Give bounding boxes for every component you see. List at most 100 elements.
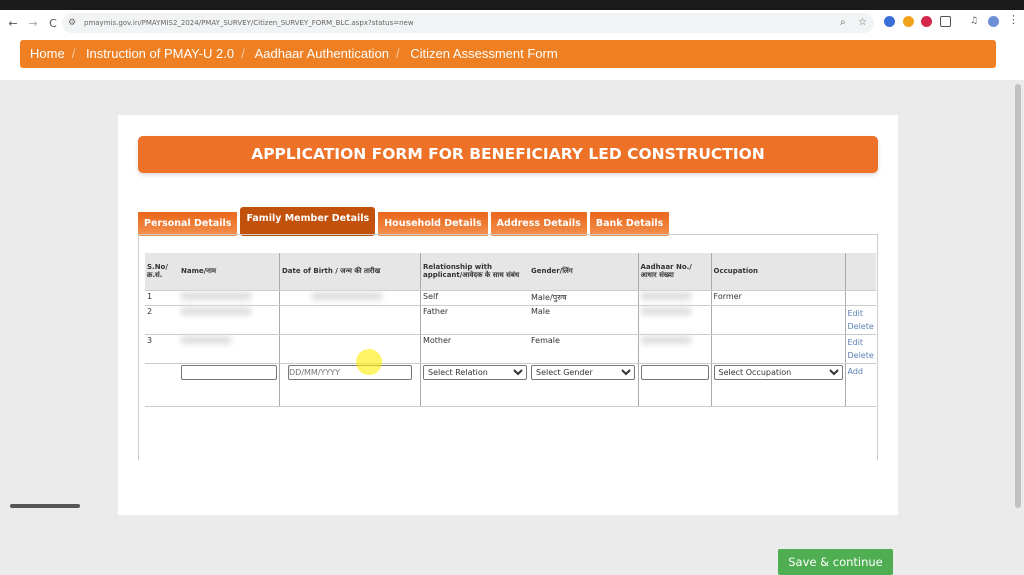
cell-dob [279, 363, 421, 407]
tab-bank-details[interactable]: Bank Details [589, 212, 670, 236]
cell-name-redacted [179, 290, 280, 306]
dob-input[interactable] [288, 364, 412, 380]
cell-relation: Father [420, 305, 529, 335]
address-bar[interactable]: ⚙ pmaymis.gov.in/PMAYMIS2_2024/PMAY_SURV… [62, 13, 874, 33]
zoom-icon[interactable]: ⌕ [840, 17, 846, 28]
page-scrollbar[interactable] [1015, 84, 1021, 508]
col-sno: S.No/ क्र.सं. [145, 253, 179, 291]
occupation-select[interactable]: Select Occupation [713, 364, 843, 380]
cell-sno: 2 [145, 305, 179, 335]
family-member-table: S.No/ क्र.सं. Name/नाम Date of Birth / ज… [145, 253, 876, 407]
redacted-value [640, 306, 691, 315]
breadcrumb-current: Citizen Assessment Form [410, 46, 558, 61]
cell-dob-redacted [279, 290, 421, 306]
family-member-panel: S.No/ क्र.सं. Name/नाम Date of Birth / ज… [138, 234, 893, 575]
cell-occupation: Select Occupation [710, 363, 845, 407]
cell-aadhaar [637, 363, 711, 407]
forward-icon[interactable]: → [28, 16, 38, 30]
cell-name-redacted [179, 334, 280, 364]
cell-relation: Mother [420, 334, 529, 364]
redacted-value [640, 291, 691, 300]
cell-aadhaar-redacted [637, 334, 711, 364]
cell-actions: Add [844, 363, 876, 407]
breadcrumb-home[interactable]: Home [30, 46, 65, 61]
tab-household-details[interactable]: Household Details [378, 212, 488, 236]
edit-link[interactable]: Edit [847, 308, 864, 318]
browser-toolbar: ← → C ⚙ pmaymis.gov.in/PMAYMIS2_2024/PMA… [0, 10, 1024, 36]
cell-dob [279, 334, 421, 364]
extension-icon[interactable] [884, 16, 895, 27]
extension-icon[interactable] [903, 16, 914, 27]
name-input[interactable] [181, 364, 277, 380]
add-link[interactable]: Add [847, 366, 864, 376]
cell-sno: 1 [145, 290, 179, 306]
table-row: 1 Self Male/पुरुष Former [145, 290, 876, 306]
cell-relation: Select Relation [420, 363, 529, 407]
bookmark-star-icon[interactable]: ☆ [858, 17, 867, 28]
breadcrumb-separator: / [71, 46, 76, 61]
form-card: APPLICATION FORM FOR BENEFICIARY LED CON… [118, 115, 898, 575]
col-dob: Date of Birth / जन्म की तारीख [279, 253, 421, 291]
redacted-value [181, 306, 251, 315]
tab-address-details[interactable]: Address Details [490, 212, 587, 236]
cell-gender: Male/पुरुष [529, 290, 638, 306]
col-aadhaar: Aadhaar No./ आधार संख्या [637, 253, 711, 291]
save-continue-button[interactable]: Save & continue [778, 549, 893, 575]
redacted-value [181, 335, 231, 344]
delete-link[interactable]: Delete [847, 321, 874, 331]
form-title: APPLICATION FORM FOR BENEFICIARY LED CON… [138, 136, 878, 173]
delete-link[interactable]: Delete [847, 350, 874, 360]
form-tabs: Personal Details Family Member Details H… [138, 207, 670, 236]
cell-name [179, 363, 280, 407]
table-header: S.No/ क्र.सं. Name/नाम Date of Birth / ज… [145, 253, 876, 291]
breadcrumb-instruction[interactable]: Instruction of PMAY-U 2.0 [85, 46, 235, 61]
cell-name-redacted [179, 305, 280, 335]
site-info-icon[interactable]: ⚙ [68, 18, 77, 28]
extension-icon[interactable] [921, 16, 932, 27]
aadhaar-input[interactable] [640, 364, 709, 380]
cursor-highlight [356, 349, 382, 375]
cell-actions: Edit Delete [844, 334, 876, 364]
extensions-puzzle-icon[interactable] [940, 16, 951, 27]
gender-select[interactable]: Select Gender [531, 364, 635, 380]
cell-dob [279, 305, 421, 335]
breadcrumb-aadhaar[interactable]: Aadhaar Authentication [254, 46, 390, 61]
breadcrumb: Home / Instruction of PMAY-U 2.0 / Aadhaar… [20, 40, 996, 68]
new-member-row: Select Relation Select Gender Select Occ… [145, 363, 876, 407]
back-icon[interactable]: ← [8, 16, 18, 30]
cell-aadhaar-redacted [637, 290, 711, 306]
profile-avatar-icon[interactable] [988, 16, 999, 27]
cell-occupation [710, 305, 845, 335]
redacted-value [181, 291, 251, 300]
relation-select[interactable]: Select Relation [423, 364, 527, 380]
cell-sno: 3 [145, 334, 179, 364]
breadcrumb-separator: / [241, 46, 245, 61]
cell-occupation: Former [710, 290, 845, 306]
menu-kebab-icon[interactable]: ⋮ [1008, 13, 1019, 26]
col-occupation: Occupation [710, 253, 845, 291]
cell-actions: Edit Delete [844, 305, 876, 335]
col-name: Name/नाम [179, 253, 280, 291]
media-icon[interactable]: ♫ [970, 16, 979, 26]
redacted-value [312, 291, 382, 300]
table-row: 3 Mother Female Edit Delete [145, 334, 876, 364]
cell-occupation [710, 334, 845, 364]
edit-link[interactable]: Edit [847, 337, 864, 347]
cell-sno [145, 363, 179, 407]
breadcrumb-separator: / [396, 46, 400, 61]
col-gender: Gender/लिंग [529, 253, 638, 291]
cell-gender: Female [529, 334, 638, 364]
cell-aadhaar-redacted [637, 305, 711, 335]
redacted-value [640, 335, 691, 344]
horizontal-scrollbar[interactable] [10, 504, 80, 508]
window-top-bar [0, 0, 1024, 10]
tab-personal-details[interactable]: Personal Details [138, 212, 238, 236]
cell-gender: Select Gender [529, 363, 638, 407]
tab-family-member-details[interactable]: Family Member Details [240, 207, 376, 236]
col-actions [844, 253, 876, 291]
url-text: pmaymis.gov.in/PMAYMIS2_2024/PMAY_SURVEY… [84, 19, 414, 27]
col-relationship: Relationship with applicant/आवेदक के साथ… [420, 253, 529, 291]
cell-relation: Self [420, 290, 529, 306]
table-row: 2 Father Male Edit Delete [145, 305, 876, 335]
reload-icon[interactable]: C [49, 16, 57, 30]
